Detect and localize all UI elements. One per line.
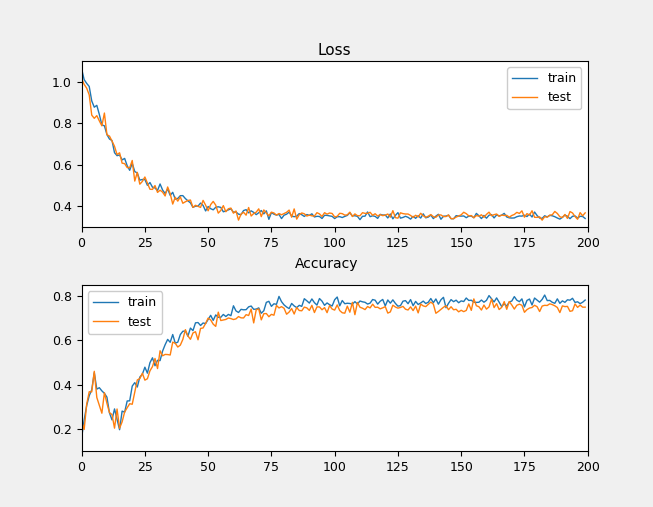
test (470, 296, 478, 302)
train (212, 312, 219, 318)
test (110, 425, 118, 431)
train (538, 297, 546, 303)
Line: test: test (82, 299, 585, 429)
Line: test: test (82, 79, 585, 220)
test (101, 390, 108, 396)
test (171, 194, 179, 200)
Line: train: train (82, 295, 585, 438)
test (78, 419, 86, 425)
Text: Accuracy: Accuracy (295, 257, 358, 271)
train (212, 204, 219, 210)
test (543, 303, 551, 309)
test (558, 214, 566, 221)
test (581, 210, 589, 216)
test (108, 138, 116, 144)
train (171, 340, 179, 346)
test (214, 309, 222, 315)
train (581, 297, 589, 303)
test (78, 76, 86, 82)
train (558, 298, 566, 304)
train (541, 292, 549, 298)
test (581, 304, 589, 310)
train (356, 216, 364, 223)
test (98, 123, 106, 129)
Line: train: train (82, 69, 585, 220)
test (561, 304, 569, 310)
Title: Loss: Loss (318, 43, 351, 58)
train (558, 214, 566, 221)
train (78, 434, 86, 441)
train (541, 213, 549, 219)
train (171, 196, 179, 202)
train (581, 215, 589, 222)
test (541, 213, 549, 220)
test (174, 344, 182, 350)
train (98, 388, 106, 394)
Legend: train, test: train, test (88, 292, 162, 334)
train (98, 122, 106, 128)
test (212, 202, 219, 208)
test (80, 426, 88, 432)
test (538, 217, 546, 223)
train (78, 66, 86, 72)
Legend: train, test: train, test (507, 67, 581, 110)
train (108, 417, 116, 423)
train (108, 137, 116, 143)
